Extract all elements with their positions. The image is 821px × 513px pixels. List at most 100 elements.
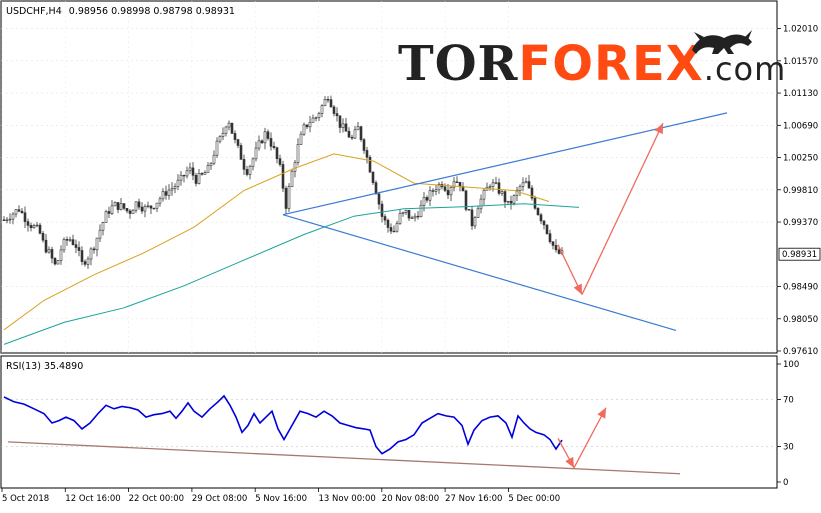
main-chart-frame (0, 0, 778, 354)
time-tick-label: 5 Oct 2018 (2, 494, 49, 504)
candle-body (464, 190, 468, 210)
candle-body (221, 132, 225, 137)
candle-body (314, 117, 318, 119)
rsi-panel-frame (0, 355, 778, 489)
candle-body (323, 99, 327, 106)
time-tick-label: 27 Nov 16:00 (445, 494, 502, 504)
candle-body (275, 147, 279, 159)
candle-body (26, 221, 30, 226)
candle-body (68, 239, 72, 241)
candle-body (386, 219, 390, 228)
candle-body (488, 186, 492, 188)
candle-body (500, 191, 504, 194)
current-price-marker: 0.98931 (778, 247, 821, 261)
candle-body (113, 202, 117, 207)
candle-body (191, 167, 195, 176)
candle-body (110, 205, 114, 214)
candle-body (452, 181, 456, 188)
candle-body (161, 191, 165, 200)
time-tick-label: 5 Nov 16:00 (255, 494, 307, 504)
candle-body (23, 212, 27, 222)
ma-slow-line (3, 203, 580, 345)
candle-body (122, 203, 126, 209)
candle-body (287, 186, 291, 209)
candle-body (509, 200, 513, 204)
candle-body (2, 219, 6, 221)
candle-body (431, 190, 435, 192)
candle-body (65, 239, 69, 241)
rsi-trendline (7, 441, 681, 475)
candle-body (398, 213, 402, 224)
candle-body (416, 215, 420, 218)
candle-body (554, 245, 558, 251)
candle-body (458, 181, 462, 187)
candle-body (368, 156, 372, 173)
time-tick-label: 22 Oct 00:00 (129, 494, 184, 504)
candle-body (434, 189, 438, 192)
candle-body (179, 174, 183, 181)
candle-body (173, 186, 177, 189)
candle-body (47, 249, 51, 253)
price-tick-label: 0.99370 (783, 218, 818, 228)
candle-body (116, 202, 120, 210)
candle-body (44, 239, 48, 253)
candle-body (350, 136, 354, 139)
candle-body (449, 186, 453, 196)
candle-body (344, 123, 348, 132)
candle-body (497, 182, 501, 194)
candle-body (80, 250, 84, 262)
price-tick-label: 0.97610 (783, 347, 818, 357)
candle-body (473, 217, 477, 227)
candle-body (56, 260, 60, 265)
candle-body (233, 133, 237, 140)
candle-body (518, 186, 522, 191)
trendline (282, 112, 728, 216)
candle-body (404, 209, 408, 213)
candle-body (494, 182, 498, 184)
candle-body (194, 175, 198, 184)
candle-body (476, 208, 480, 218)
candle-body (380, 203, 384, 217)
time-axis: 5 Oct 2018 12 Oct 16:00 22 Oct 00:00 29 Oct… (1, 488, 560, 504)
candle-body (152, 207, 156, 210)
price-tick-label: 1.01570 (783, 57, 818, 67)
candle-body (467, 209, 471, 211)
candle-body (410, 217, 414, 219)
forecast-arrow-main (557, 122, 664, 295)
rsi-forecast-arrow-head (565, 456, 574, 468)
ma-fast-line (3, 153, 550, 331)
candle-body (188, 167, 192, 172)
price-tick-label: 1.02010 (783, 25, 818, 35)
rsi-forecast-arrow-segment (573, 407, 607, 469)
logo: TORFOREX.com (398, 30, 785, 92)
time-tick-label: 5 Dec 00:00 (508, 494, 560, 504)
rsi-tick-label: 70 (783, 395, 794, 405)
candle-body (53, 257, 57, 265)
candle-body (203, 172, 207, 175)
rsi-line (3, 394, 563, 455)
candle-body (248, 165, 252, 175)
candle-body (158, 198, 162, 204)
candle-body (35, 224, 39, 227)
candle-body (503, 191, 507, 203)
candle-body (305, 124, 309, 128)
candle-body (209, 162, 213, 166)
candle-body (50, 249, 54, 259)
candle-body (383, 216, 387, 221)
candle-body (212, 154, 216, 164)
candle-body (359, 126, 363, 140)
candle-body (137, 201, 141, 208)
trendlines (282, 112, 728, 332)
price-tick-label: 0.99810 (783, 186, 818, 196)
candle-body (470, 209, 474, 227)
candle-body (254, 147, 258, 160)
candle-body (62, 239, 66, 251)
candle-body (71, 239, 75, 245)
candle-body (482, 189, 486, 200)
price-tick-label: 1.00250 (783, 154, 818, 164)
candle-body (77, 247, 81, 251)
candle-body (311, 117, 315, 123)
candle-body (533, 197, 537, 209)
